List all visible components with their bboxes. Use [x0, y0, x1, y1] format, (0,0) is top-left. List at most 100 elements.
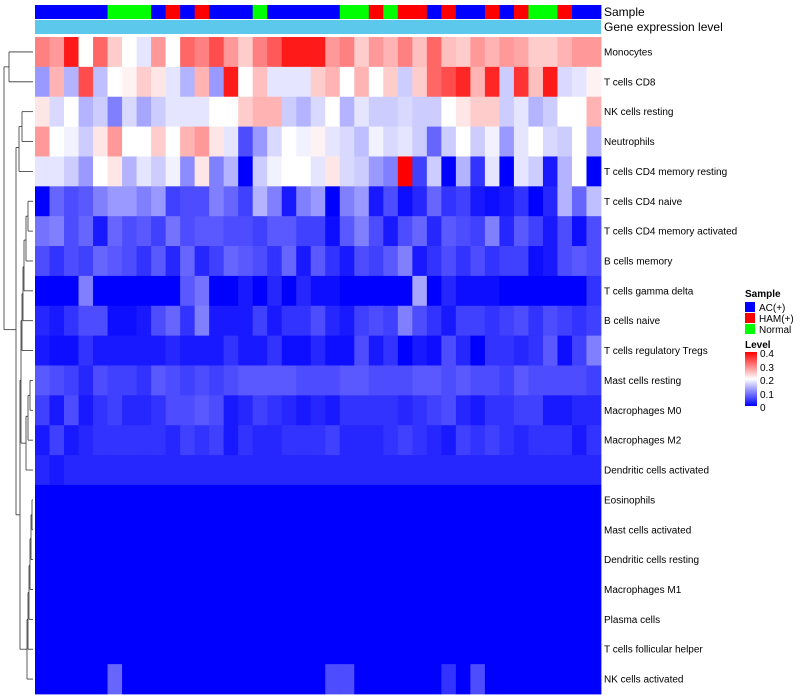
heatmap-cell: [557, 37, 573, 68]
heatmap-cell: [267, 186, 283, 217]
heatmap-cell: [78, 37, 94, 68]
heatmap-cell: [426, 455, 442, 486]
heatmap-cell: [93, 544, 108, 575]
row-label: Dendritic cells activated: [604, 466, 709, 477]
heatmap-cell: [252, 604, 268, 635]
heatmap-cell: [368, 305, 384, 337]
heatmap-cell: [354, 484, 370, 516]
heatmap-cell: [455, 335, 471, 366]
heatmap-cell: [296, 186, 312, 217]
heatmap-cell: [441, 156, 457, 187]
heatmap-cell: [339, 484, 355, 516]
heatmap-cell: [194, 186, 210, 217]
heatmap-cell: [325, 634, 341, 665]
heatmap-cell: [151, 574, 167, 605]
heatmap-cell: [151, 96, 167, 127]
heatmap-cell: [470, 186, 486, 217]
heatmap-cell: [397, 455, 413, 486]
heatmap-cell: [339, 186, 355, 217]
heatmap-cell: [78, 246, 94, 277]
heatmap-cell: [267, 395, 283, 426]
heatmap-cell: [426, 365, 442, 396]
heatmap-cell: [209, 574, 225, 605]
heatmap-cell: [499, 574, 515, 605]
heatmap-cell: [136, 425, 152, 456]
heatmap-cell: [209, 365, 225, 396]
heatmap-cell: [368, 395, 384, 426]
heatmap-cell: [441, 37, 457, 68]
heatmap-cell: [557, 634, 573, 665]
heatmap-cell: [571, 484, 587, 516]
heatmap-cell: [499, 305, 515, 337]
heatmap-cell: [267, 574, 283, 605]
heatmap-cell: [397, 66, 413, 98]
heatmap-cell: [49, 275, 65, 307]
heatmap-cell: [542, 425, 558, 456]
heatmap-cell: [368, 455, 384, 486]
heatmap-cell: [412, 604, 428, 635]
heatmap-cell: [354, 156, 370, 187]
heatmap-cell: [49, 604, 65, 635]
heatmap-cell: [499, 275, 515, 307]
heatmap-cell: [296, 246, 312, 277]
row-label: Plasma cells: [604, 615, 660, 626]
sample-annotation-cell: [194, 5, 210, 19]
heatmap-cell: [281, 365, 297, 396]
heatmap-cell: [383, 574, 399, 605]
heatmap-cell: [383, 455, 399, 486]
heatmap-cell: [339, 395, 355, 426]
heatmap-cell: [281, 514, 297, 546]
heatmap-cell: [78, 425, 94, 456]
heatmap-cell: [499, 395, 515, 426]
heatmap-cell: [412, 484, 428, 516]
heatmap-cell: [180, 126, 196, 157]
heatmap-cell: [455, 66, 471, 98]
heatmap-cell: [484, 425, 500, 456]
heatmap-cell: [281, 66, 297, 98]
heatmap-cell: [107, 156, 123, 187]
heatmap-cell: [470, 126, 486, 157]
heatmap-cell: [557, 96, 573, 127]
heatmap-cell: [426, 66, 442, 98]
heatmap-cell: [455, 425, 471, 456]
level-color-bar: [745, 352, 757, 406]
sample-annotation-cell: [165, 5, 181, 19]
heatmap-cell: [223, 484, 239, 516]
heatmap-cell: [354, 604, 370, 635]
heatmap-cell: [499, 156, 515, 187]
heatmap-cell: [136, 544, 152, 575]
heatmap-cell: [209, 126, 225, 157]
heatmap-cell: [310, 544, 326, 575]
heatmap-cell: [238, 455, 254, 486]
heatmap-cell: [64, 37, 79, 68]
heatmap-cell: [339, 126, 355, 157]
heatmap-cell: [136, 37, 152, 68]
heatmap-cell: [528, 186, 544, 217]
heatmap-cell: [93, 156, 108, 187]
heatmap-cell: [513, 216, 529, 247]
heatmap-cell: [252, 425, 268, 456]
heatmap-cell: [281, 544, 297, 575]
heatmap-cell: [455, 37, 471, 68]
heatmap-cell: [412, 455, 428, 486]
heatmap-cell: [209, 335, 225, 366]
heatmap-cell: [64, 544, 79, 575]
heatmap-cell: [281, 395, 297, 426]
heatmap-cell: [513, 574, 529, 605]
heatmap-cell: [35, 455, 50, 486]
heatmap-cell: [296, 544, 312, 575]
heatmap-cell: [528, 455, 544, 486]
heatmap-cell: [426, 484, 442, 516]
heatmap-cell: [368, 574, 384, 605]
heatmap-cell: [252, 544, 268, 575]
heatmap-cell: [470, 395, 486, 426]
legend-level-title: Level: [745, 340, 771, 351]
heatmap-cell: [368, 664, 384, 695]
heatmap-cell: [35, 664, 50, 695]
heatmap-cell: [151, 544, 167, 575]
heatmap-cell: [194, 365, 210, 396]
heatmap-cell: [49, 37, 65, 68]
heatmap-cell: [252, 395, 268, 426]
heatmap-cell: [528, 604, 544, 635]
heatmap-cell: [180, 484, 196, 516]
